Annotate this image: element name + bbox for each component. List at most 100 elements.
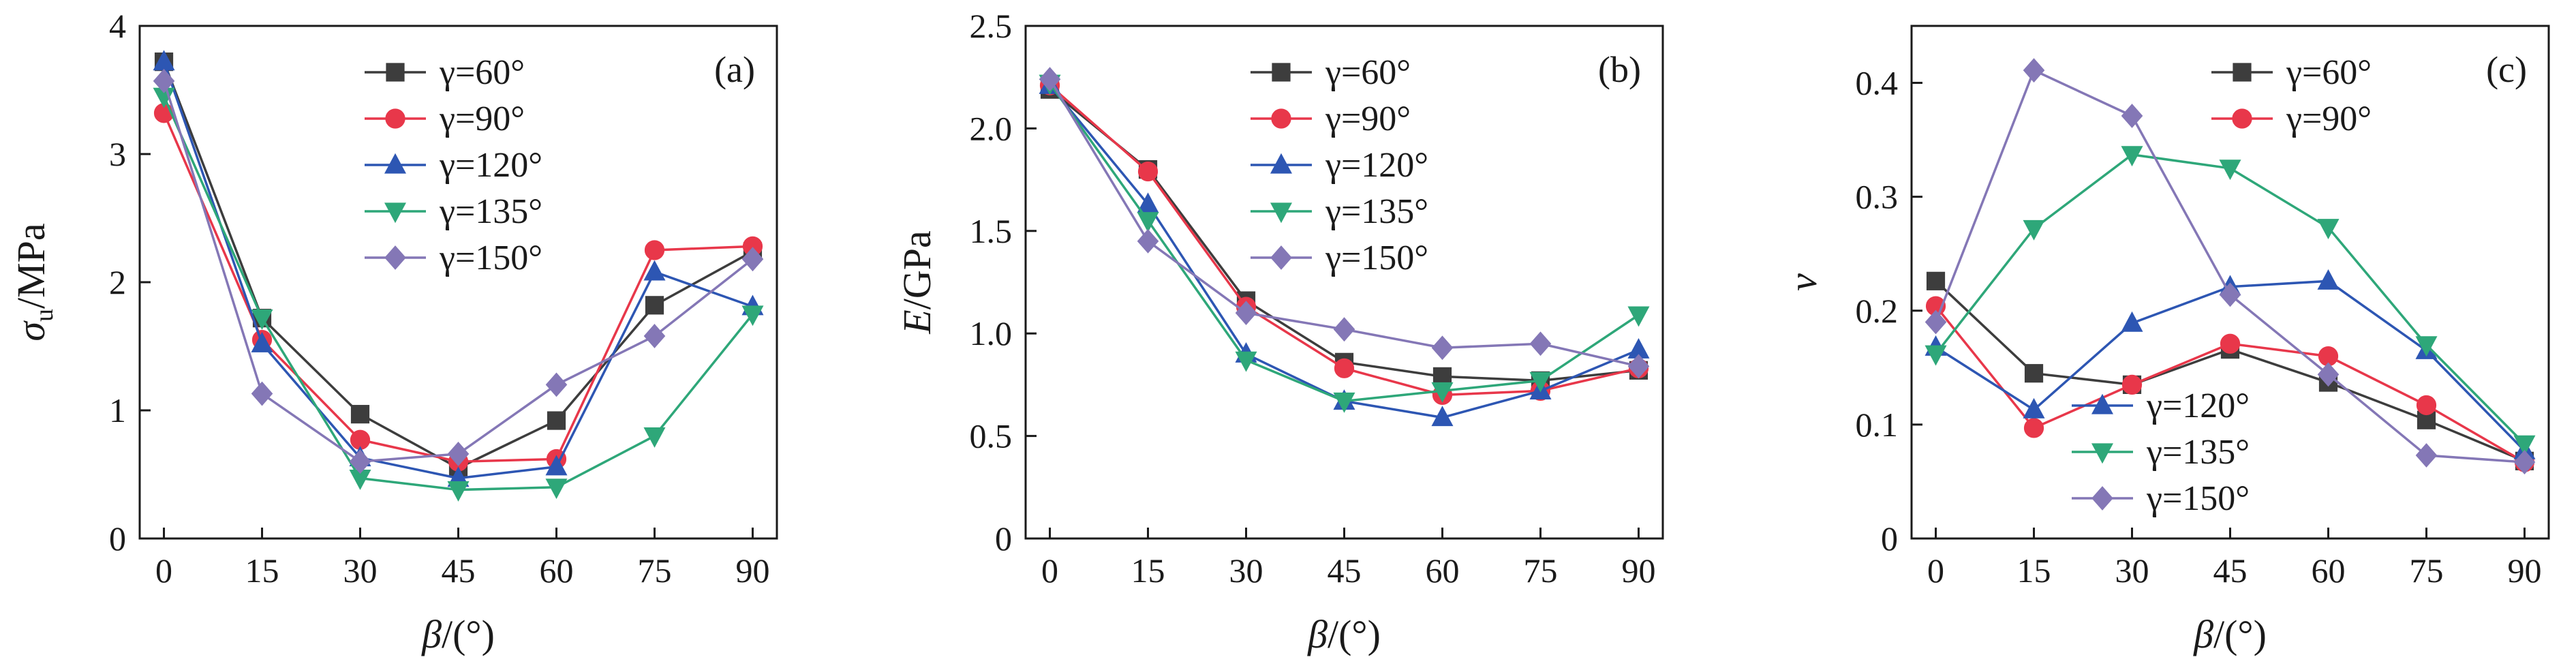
y-tick-label: 0.5 [970, 417, 1013, 455]
legend-label-120: γ=120° [2146, 386, 2250, 425]
x-axis-label: β/(°) [2193, 612, 2267, 656]
legend-label-60: γ=60° [439, 53, 525, 92]
data-point-135 [251, 309, 273, 330]
legend-entry-120: γ=120° [1251, 146, 1428, 185]
data-point-120 [2121, 311, 2143, 332]
legend-label-150: γ=150° [1325, 239, 1428, 277]
x-axis-unit: /(°) [2213, 612, 2267, 656]
legend-marker-90 [1271, 108, 1291, 129]
data-point-150 [1039, 67, 1061, 92]
data-point-150 [2513, 450, 2536, 474]
data-point-120 [643, 260, 666, 281]
data-point-120 [545, 455, 568, 476]
y-tick-label: 0.2 [1856, 292, 1899, 330]
x-axis-symbol: β [421, 612, 442, 656]
x-axis-label: β/(°) [421, 612, 495, 656]
panel-tag: (c) [2486, 49, 2527, 90]
legend-label-90: γ=90° [2286, 100, 2372, 138]
legend-label-60: γ=60° [1325, 53, 1411, 92]
y-axis-unit: /MPa [9, 223, 53, 309]
x-axis-symbol: β [1307, 612, 1328, 656]
y-tick-label: 1.0 [970, 314, 1013, 352]
data-point-150 [741, 247, 764, 272]
data-point-60 [1926, 271, 1946, 290]
series-150 [153, 68, 764, 474]
legend-entry-135: γ=135° [365, 192, 542, 231]
data-point-90 [644, 240, 665, 260]
data-point-135 [2317, 219, 2340, 240]
legend: γ=60° γ=90° γ=120° γ=135° γ=150° [365, 53, 542, 277]
x-tick-label: 15 [2017, 551, 2051, 590]
panel-tag: (b) [1598, 49, 1641, 90]
y-tick-label: 0.3 [1856, 178, 1899, 216]
x-tick-label: 60 [1425, 551, 1459, 590]
data-point-120 [2023, 397, 2045, 419]
y-axis-symbol: E [895, 309, 939, 334]
series-135 [153, 87, 764, 502]
x-axis-label: β/(°) [1307, 612, 1381, 656]
legend-marker-150 [384, 245, 406, 270]
data-point-60 [2024, 364, 2044, 383]
legend-entry-60: γ=60° [1251, 53, 1411, 92]
legend-label-120: γ=120° [439, 146, 542, 185]
data-point-60 [547, 411, 566, 430]
legend-entry-135: γ=135° [2072, 433, 2250, 472]
data-point-150 [1235, 301, 1257, 326]
x-tick-label: 45 [2213, 551, 2248, 590]
data-point-150 [1529, 331, 1552, 356]
data-point-135 [2219, 160, 2241, 181]
series-150 [1925, 58, 2536, 474]
data-point-120 [1431, 406, 1454, 427]
x-tick-label: 75 [1523, 551, 1557, 590]
y-tick-label: 0.1 [1856, 406, 1899, 444]
legend-marker-60 [386, 63, 405, 82]
x-tick-label: 30 [1229, 551, 1263, 590]
legend-label-90: γ=90° [1325, 100, 1411, 138]
y-tick-label: 2.5 [970, 7, 1013, 45]
data-point-135 [1333, 392, 1355, 413]
y-tick-label: 2 [109, 263, 126, 301]
x-axis-symbol: β [2193, 612, 2213, 656]
x-tick-label: 15 [245, 551, 279, 590]
legend-entry-135: γ=135° [1251, 192, 1428, 231]
y-tick-label: 3 [109, 135, 126, 173]
data-point-135 [447, 481, 470, 502]
x-tick-label: 90 [2507, 551, 2541, 590]
y-axis-unit: /GPa [895, 230, 939, 309]
legend-marker-120 [384, 153, 407, 174]
data-point-60 [645, 296, 664, 315]
legend-marker-60 [2233, 63, 2252, 82]
legend-label-120: γ=120° [1325, 146, 1428, 185]
data-point-135 [1431, 382, 1454, 403]
data-point-150 [1137, 228, 1159, 254]
legend-label-150: γ=150° [439, 239, 542, 277]
data-point-135 [741, 305, 764, 327]
data-point-135 [1627, 306, 1650, 327]
y-axis-label: σu/MPa [9, 223, 59, 341]
y-axis-symbol: σ [9, 320, 53, 341]
x-tick-label: 75 [2409, 551, 2443, 590]
data-point-150 [349, 449, 371, 474]
legend-entry-150: γ=150° [365, 239, 542, 277]
legend-entry-60: γ=60° [2211, 53, 2372, 92]
data-point-150 [2023, 58, 2045, 83]
data-point-120 [2317, 269, 2340, 290]
series-135 [1925, 146, 2536, 456]
chart-panel-1: 0 15 30 45 60 75 9001234β/(°)σu/MPaγ=60°γ=90°γ… [9, 7, 778, 656]
series-150 [1039, 67, 1650, 379]
data-point-90 [2220, 333, 2241, 354]
legend-label-135: γ=135° [1325, 192, 1428, 231]
x-tick-label: 60 [2311, 551, 2345, 590]
legend-entry-90: γ=90° [2211, 100, 2372, 138]
chart-panel-2: 0 15 30 45 60 75 90 0 0.5 1.0 1.5 2.0 2.5 β/(°) E/GPa γ… [895, 7, 1664, 656]
legend-entry-150: γ=150° [1251, 239, 1428, 277]
data-point-90 [2416, 395, 2437, 416]
data-point-90 [1137, 161, 1159, 182]
data-point-135 [1137, 212, 1159, 233]
y-tick-label: 4 [109, 7, 126, 45]
legend-marker-90 [385, 108, 405, 129]
data-point-135 [2023, 219, 2045, 241]
legend-label-135: γ=135° [2146, 433, 2250, 472]
legend-marker-150 [2091, 486, 2113, 511]
